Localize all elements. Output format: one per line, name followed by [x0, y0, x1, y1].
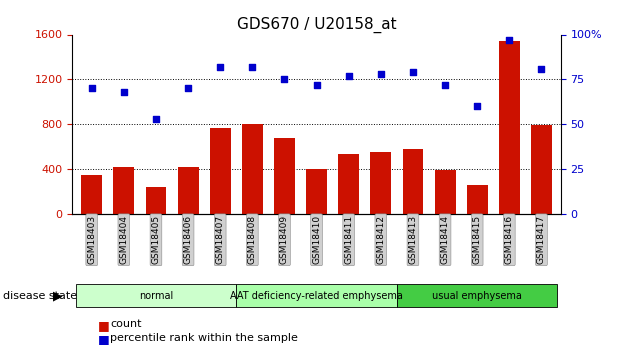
Bar	[531, 125, 552, 214]
Bar	[467, 185, 488, 214]
Point	[536, 66, 546, 71]
Text: count: count	[110, 319, 142, 329]
Bar	[370, 152, 391, 214]
Text: GSM18412: GSM18412	[376, 215, 386, 264]
Text: disease state: disease state	[3, 291, 77, 300]
FancyBboxPatch shape	[397, 284, 558, 307]
FancyBboxPatch shape	[236, 284, 397, 307]
Point	[87, 86, 97, 91]
Bar	[274, 138, 295, 214]
Text: AAT deficiency-related emphysema: AAT deficiency-related emphysema	[230, 291, 403, 301]
Text: normal: normal	[139, 291, 173, 301]
Point	[312, 82, 322, 88]
Text: ■: ■	[98, 319, 110, 332]
Point	[504, 37, 514, 43]
Text: GSM18416: GSM18416	[505, 215, 514, 264]
Bar	[435, 170, 455, 214]
Point	[280, 77, 290, 82]
Point	[215, 64, 226, 70]
Text: GSM18404: GSM18404	[119, 215, 129, 264]
FancyBboxPatch shape	[76, 284, 236, 307]
Text: GSM18417: GSM18417	[537, 215, 546, 264]
Text: GSM18403: GSM18403	[87, 215, 96, 264]
Text: GSM18413: GSM18413	[408, 215, 418, 264]
Text: GSM18409: GSM18409	[280, 215, 289, 264]
Bar	[242, 124, 263, 214]
Bar	[210, 128, 231, 214]
Point	[375, 71, 386, 77]
Text: GSM18405: GSM18405	[151, 215, 161, 264]
Text: GSM18414: GSM18414	[440, 215, 450, 264]
Text: GSM18406: GSM18406	[183, 215, 193, 264]
Bar	[178, 167, 198, 214]
Title: GDS670 / U20158_at: GDS670 / U20158_at	[237, 17, 396, 33]
Text: ▶: ▶	[54, 289, 63, 302]
Text: percentile rank within the sample: percentile rank within the sample	[110, 333, 298, 343]
Point	[343, 73, 353, 79]
Bar	[146, 187, 166, 214]
Bar	[113, 167, 134, 214]
Point	[248, 64, 258, 70]
Point	[119, 89, 129, 95]
Bar	[81, 175, 102, 214]
Point	[183, 86, 193, 91]
Point	[151, 116, 161, 121]
Text: GSM18407: GSM18407	[215, 215, 225, 264]
Bar	[306, 169, 327, 214]
Point	[408, 69, 418, 75]
Point	[472, 104, 482, 109]
Text: GSM18410: GSM18410	[312, 215, 321, 264]
Text: GSM18408: GSM18408	[248, 215, 257, 264]
Bar	[499, 41, 520, 214]
Text: ■: ■	[98, 333, 110, 345]
Text: GSM18411: GSM18411	[344, 215, 353, 264]
Bar	[338, 155, 359, 214]
Point	[440, 82, 450, 88]
Text: usual emphysema: usual emphysema	[432, 291, 522, 301]
Text: GSM18415: GSM18415	[472, 215, 482, 264]
Bar	[403, 149, 423, 214]
